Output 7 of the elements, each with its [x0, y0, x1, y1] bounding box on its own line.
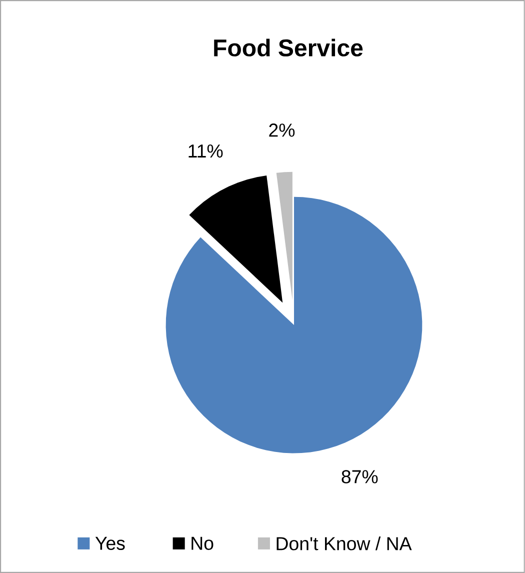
- legend-label: Don't Know / NA: [276, 536, 412, 550]
- data-label: 2%: [269, 124, 295, 137]
- chart-title: Food Service: [214, 38, 363, 56]
- data-label: 87%: [342, 470, 378, 484]
- data-label: 11%: [188, 144, 223, 158]
- legend-label: Yes: [95, 536, 125, 550]
- legend-label: No: [192, 536, 214, 550]
